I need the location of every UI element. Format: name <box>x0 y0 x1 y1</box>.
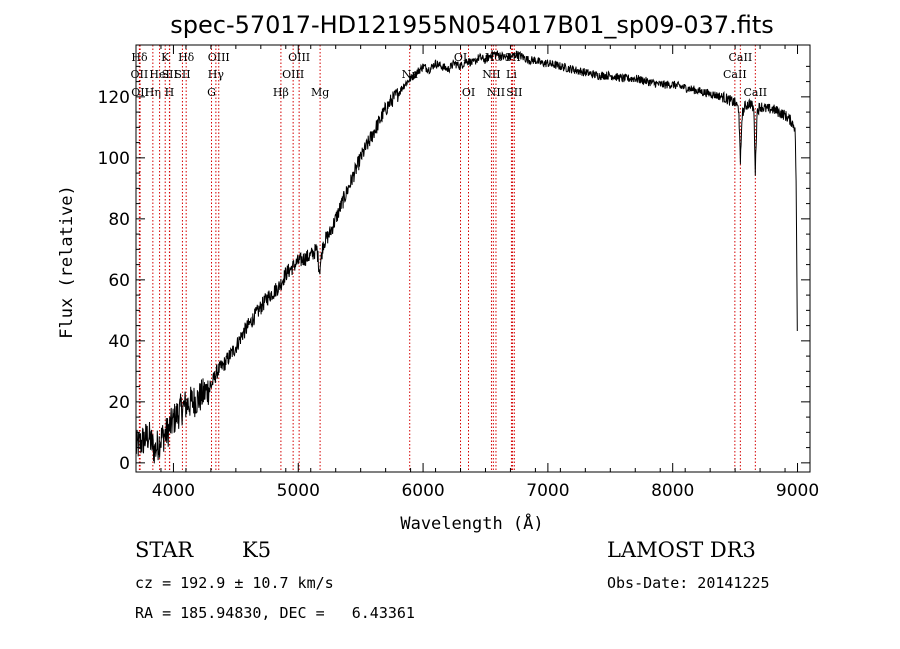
line-label: G <box>207 86 216 99</box>
x-tick-label: 6000 <box>401 481 444 501</box>
line-label: SII <box>162 68 178 81</box>
x-axis-label: Wavelength (Å) <box>400 512 543 534</box>
line-label: OIII <box>208 51 230 64</box>
y-tick-label: 120 <box>98 88 130 108</box>
observation-date: Obs-Date: 20141225 <box>607 574 770 592</box>
line-label: HeI <box>149 68 169 81</box>
line-label: OII <box>131 68 149 81</box>
line-label: Mg <box>311 86 329 99</box>
y-tick-label: 0 <box>119 454 130 474</box>
axis-ticks: 4000 5000 6000 7000 8000 9000 0 20 40 60 80 100 120 <box>98 45 819 501</box>
line-label: Hγ <box>208 68 225 81</box>
line-label: OI <box>454 51 467 64</box>
x-tick-label: 7000 <box>526 481 569 501</box>
x-tick-label: 4000 <box>152 481 195 501</box>
line-label: NII <box>487 86 505 99</box>
line-label: NII <box>482 68 500 81</box>
y-tick-label: 20 <box>108 393 130 413</box>
line-label: Li <box>506 68 517 81</box>
x-tick-label: 8000 <box>651 481 694 501</box>
line-label: H <box>165 86 175 99</box>
line-label: CaII <box>729 51 753 64</box>
redshift-cz: cz = 192.9 ± 10.7 km/s <box>135 574 334 592</box>
spectral-subclass: K5 <box>242 538 272 562</box>
line-label: Hη <box>145 86 161 99</box>
line-label: CaII <box>743 86 767 99</box>
line-label: SII <box>174 68 190 81</box>
y-axis-label: Flux (relative) <box>57 185 77 339</box>
line-label: Hβ <box>273 86 289 99</box>
line-label: Hδ <box>178 51 195 64</box>
line-label: OIII <box>282 68 304 81</box>
y-tick-label: 80 <box>108 210 130 230</box>
line-label: SII <box>506 86 522 99</box>
ra-dec-coordinates: RA = 185.94830, DEC = 6.43361 <box>135 604 415 622</box>
chart-title: spec-57017-HD121955N054017B01_sp09-037.f… <box>170 11 774 39</box>
emission-line-markers: HδOIIOIIHηHeIKHSIIHδSIIOIIIHγGOIIIOIIIHβ… <box>131 45 767 472</box>
x-tick-label: 5000 <box>277 481 320 501</box>
line-label: OIII <box>288 51 310 64</box>
y-tick-label: 100 <box>98 149 130 169</box>
line-label: CaII <box>723 68 747 81</box>
survey-name: LAMOST DR3 <box>607 538 756 562</box>
plot-frame <box>135 44 811 473</box>
line-label: OI <box>462 86 475 99</box>
line-label: K <box>161 51 170 64</box>
y-tick-label: 60 <box>108 271 130 291</box>
flux-series-line <box>135 50 798 464</box>
y-tick-label: 40 <box>108 332 130 352</box>
object-type: STAR <box>135 538 194 562</box>
x-tick-label: 9000 <box>776 481 819 501</box>
